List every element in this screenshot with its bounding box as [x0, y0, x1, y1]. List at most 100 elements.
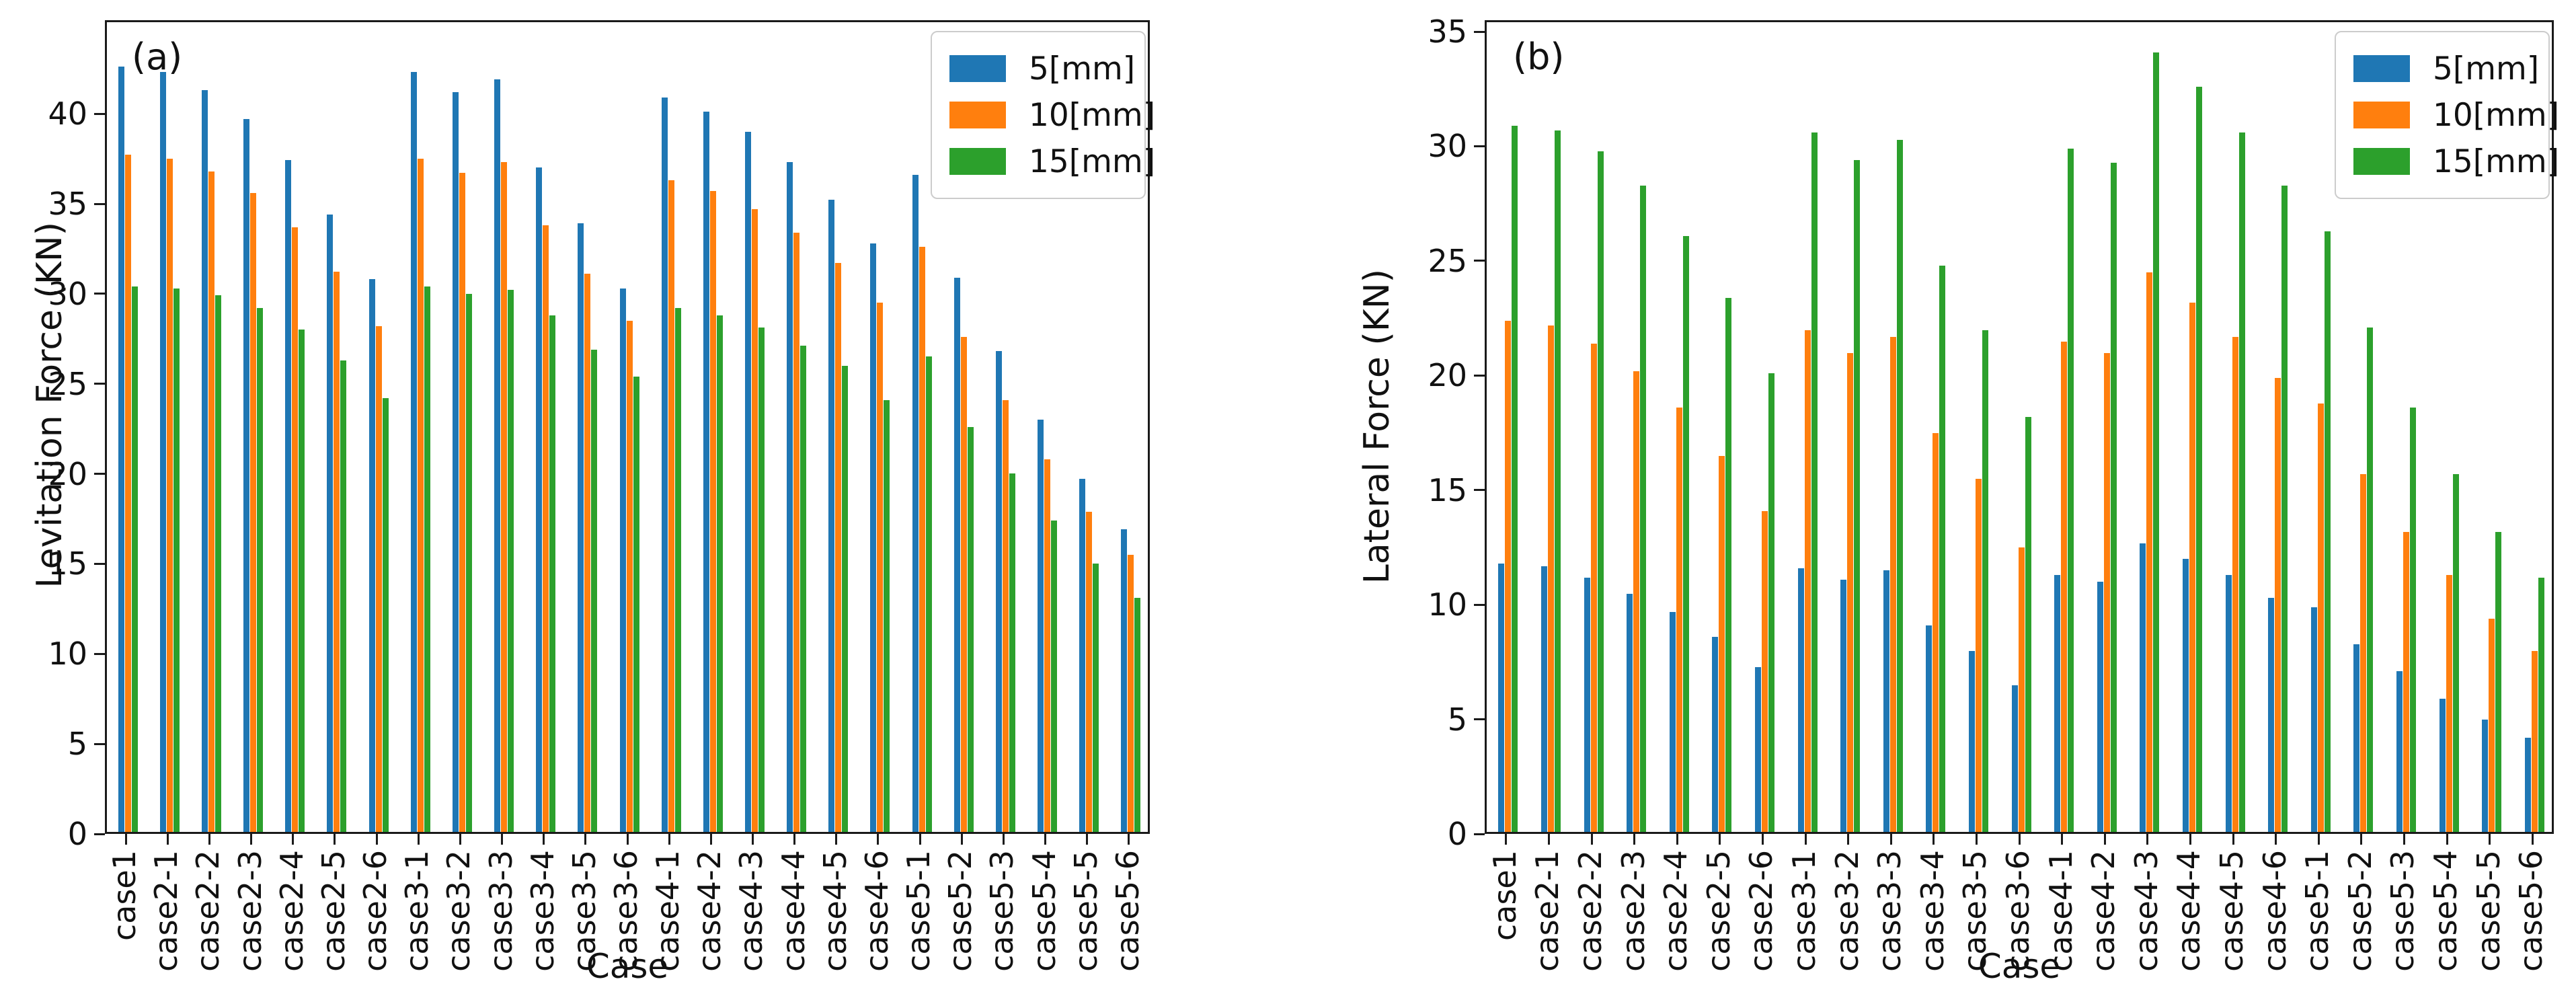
bar-5mm-case2-1 — [159, 72, 166, 832]
y-tick-label: 20 — [48, 455, 87, 492]
x-tick — [1847, 834, 1850, 845]
bar-10mm-case3-4 — [1933, 432, 1939, 832]
bar-15mm-case4-2 — [2110, 162, 2117, 832]
bar-15mm-case3-2 — [465, 293, 472, 832]
y-tick — [94, 473, 105, 475]
bar-5mm-case2-3 — [243, 118, 250, 832]
bar-10mm-case5-3 — [2403, 531, 2409, 832]
x-tick — [2103, 834, 2106, 845]
bar-5mm-case2-6 — [368, 279, 375, 832]
legend-swatch-icon — [949, 102, 1006, 128]
x-tick-label-case2-5: case2-5 — [315, 850, 352, 972]
x-tick-label-case5-2: case5-2 — [942, 850, 979, 972]
x-tick — [835, 834, 838, 845]
bar-10mm-case3-2 — [459, 173, 465, 832]
x-tick — [375, 834, 378, 845]
bar-5mm-case3-1 — [1797, 568, 1804, 832]
x-tick — [124, 834, 127, 845]
legend-swatch-icon — [949, 148, 1006, 175]
bar-10mm-case4-1 — [668, 180, 674, 832]
y-tick-label: 25 — [1428, 242, 1467, 279]
bar-5mm-case5-6 — [1121, 529, 1128, 832]
legend-label: 5[mm] — [1029, 50, 1136, 87]
bar-15mm-case5-5 — [1093, 564, 1099, 832]
bar-10mm-case3-2 — [1847, 352, 1854, 832]
bar-5mm-case4-4 — [2182, 559, 2189, 832]
y-tick-label: 5 — [1447, 701, 1467, 738]
bar-15mm-case3-4 — [549, 315, 556, 832]
bar-5mm-case5-4 — [2439, 699, 2446, 832]
bar-10mm-case2-5 — [1719, 456, 1725, 832]
panel-label-b: (b) — [1513, 36, 1565, 78]
bar-15mm-case4-5 — [2238, 132, 2245, 832]
bar-15mm-case5-4 — [2452, 474, 2459, 832]
bar-15mm-case5-6 — [1134, 598, 1141, 832]
bar-5mm-case5-1 — [912, 174, 919, 832]
bar-15mm-case2-6 — [1768, 373, 1774, 832]
x-tick — [1505, 834, 1508, 845]
bar-5mm-case4-6 — [2268, 598, 2275, 832]
bar-15mm-case2-1 — [173, 288, 180, 832]
x-tick — [2360, 834, 2363, 845]
x-tick-label-case4-3: case4-3 — [733, 850, 770, 972]
y-tick — [1474, 145, 1485, 147]
bar-10mm-case3-6 — [626, 320, 633, 832]
x-tick-label-case2-3: case2-3 — [231, 850, 268, 972]
y-tick-label: 15 — [48, 545, 87, 582]
bar-5mm-case1 — [118, 67, 124, 832]
bar-5mm-case4-2 — [703, 112, 709, 832]
x-tick-label-case2-2: case2-2 — [1572, 850, 1608, 972]
bar-5mm-case4-2 — [2097, 582, 2103, 832]
y-tick-label: 0 — [1447, 816, 1467, 852]
y-tick-label: 0 — [67, 816, 87, 852]
bar-15mm-case5-2 — [967, 426, 974, 832]
x-tick — [1633, 834, 1636, 845]
bar-5mm-case2-5 — [327, 214, 334, 832]
bar-10mm-case3-3 — [501, 162, 508, 832]
legend-swatch-icon — [2353, 55, 2410, 82]
x-tick — [2489, 834, 2491, 845]
x-tick-label-case3-5: case3-5 — [565, 850, 602, 972]
bar-10mm-case4-5 — [2232, 336, 2238, 832]
legend-item-5mm: 5[mm] — [2353, 47, 2539, 90]
bar-10mm-case2-5 — [334, 272, 340, 832]
x-tick-label-case3-5: case3-5 — [1957, 850, 1994, 972]
x-tick-label-case3-3: case3-3 — [482, 850, 519, 972]
bar-5mm-case5-4 — [1038, 419, 1044, 832]
bar-10mm-case5-2 — [2360, 474, 2367, 832]
bar-10mm-case5-6 — [2531, 650, 2538, 832]
bar-15mm-case5-2 — [2367, 328, 2374, 832]
x-tick-label-case2-5: case2-5 — [1700, 850, 1737, 972]
x-tick — [668, 834, 670, 845]
x-tick-label-case4-5: case4-5 — [816, 850, 853, 972]
y-tick-label: 20 — [1428, 357, 1467, 394]
bar-5mm-case4-1 — [2054, 575, 2061, 832]
x-tick-label-case4-2: case4-2 — [691, 850, 728, 972]
bar-10mm-case4-2 — [2103, 352, 2110, 832]
x-tick-label-case3-1: case3-1 — [1786, 850, 1822, 972]
bar-5mm-case3-1 — [410, 72, 417, 832]
x-tick-label-case2-4: case2-4 — [1657, 850, 1694, 972]
bar-15mm-case4-4 — [2195, 87, 2202, 832]
x-tick-label-case4-1: case4-1 — [2042, 850, 2079, 972]
bar-5mm-case4-4 — [787, 162, 793, 832]
x-tick — [709, 834, 712, 845]
bar-5mm-case2-2 — [201, 90, 208, 832]
y-tick-label: 35 — [48, 186, 87, 223]
x-tick-label-case2-1: case2-1 — [148, 850, 185, 972]
bar-10mm-case3-5 — [1975, 479, 1982, 832]
x-tick — [1719, 834, 1721, 845]
bar-15mm-case4-4 — [800, 346, 807, 832]
bar-5mm-case5-3 — [995, 351, 1002, 832]
x-tick — [1933, 834, 1935, 845]
x-tick-label-case4-3: case4-3 — [2128, 850, 2164, 972]
bar-10mm-case4-3 — [2146, 272, 2153, 832]
legend-a: 5[mm] 10[mm] 15[mm] — [931, 31, 1155, 199]
bar-5mm-case2-1 — [1540, 566, 1547, 832]
legend-label: 10[mm] — [2433, 96, 2560, 134]
bar-5mm-case3-4 — [1926, 625, 1933, 832]
bar-5mm-case3-3 — [1883, 570, 1889, 832]
y-tick — [94, 742, 105, 745]
x-axis-title-a: Case — [586, 947, 669, 986]
x-tick-label-case2-6: case2-6 — [1743, 850, 1780, 972]
